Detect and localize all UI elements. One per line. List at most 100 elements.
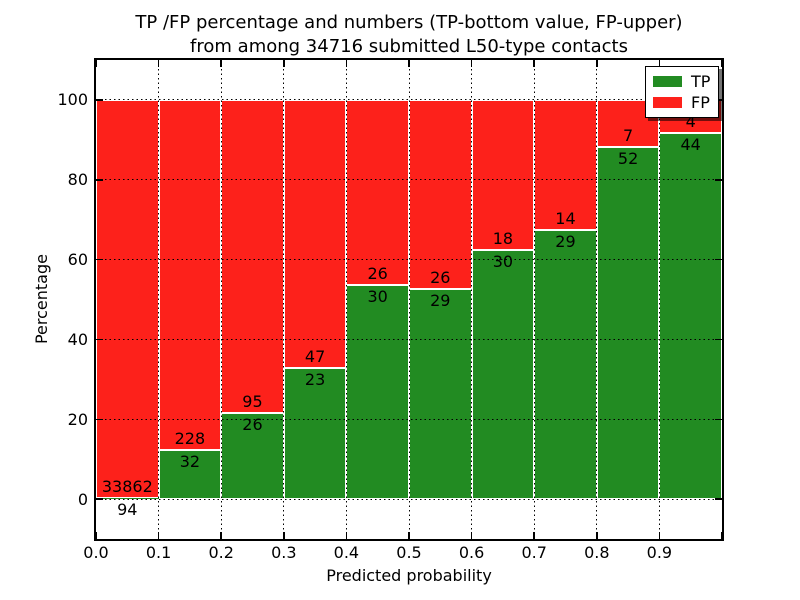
y-gridline [96,418,722,420]
x-tick [721,60,723,67]
x-tick-label: 0.1 [145,543,172,562]
fp-legend-label: FP [691,92,710,112]
y-tick [96,498,103,500]
chart-title-line1: TP /FP percentage and numbers (TP-bottom… [135,12,683,33]
fp-bar-segment [346,99,409,286]
x-axis-label: Predicted probability [326,566,492,585]
tp-count-label: 26 [242,415,263,435]
x-tick [95,60,97,67]
y-axis-label: Percentage [32,254,51,345]
y-tick [715,498,722,500]
y-tick-label: 0 [77,489,88,509]
chart-title: TP /FP percentage and numbers (TP-bottom… [18,11,800,59]
y-tick [96,99,103,101]
legend-row-tp: TP [653,71,710,92]
y-tick [96,179,103,181]
x-tick [596,60,598,67]
x-tick-label: 0.3 [271,543,297,562]
x-tick [157,60,160,67]
tp-bar-segment [471,249,535,500]
x-tick [157,532,160,539]
tp-bar-segment [534,229,597,500]
tp-count-label: 30 [367,287,388,307]
x-tick [283,532,285,539]
fp-count-label: 228 [174,428,206,448]
y-tick [96,418,103,420]
fp-bar-segment [471,99,535,250]
x-tick [658,532,661,539]
x-tick-label: 0.4 [333,543,360,562]
x-tick [533,60,535,67]
tp-bar-segment [596,147,660,500]
x-gridline [533,60,535,539]
x-tick [721,532,723,539]
x-tick [470,60,473,67]
y-gridline [96,498,722,500]
tp-legend-swatch [653,76,682,87]
x-tick-label: 0.8 [584,543,610,562]
x-tick [345,60,348,67]
y-tick [715,179,722,181]
x-gridline [596,60,598,539]
tp-bar-segment [96,497,159,500]
chart-title-line2: from among 34716 submitted L50-type cont… [190,36,628,57]
x-tick-label: 0.7 [521,543,547,562]
y-gridline [96,99,722,101]
x-tick-label: 0.9 [646,543,673,562]
tp-bar-segment [221,413,284,500]
fp-count-label: 4 [685,112,696,132]
y-tick-label: 100 [57,90,88,110]
y-tick [715,258,722,261]
fp-count-label: 14 [555,208,576,228]
x-tick-label: 0.5 [396,543,422,562]
fp-bar-segment [96,99,159,498]
fp-count-label: 33862 [101,476,153,496]
fp-count-label: 7 [623,126,634,146]
fp-bar-segment [221,99,284,414]
x-tick [95,532,97,539]
fp-count-label: 18 [492,228,514,248]
y-gridline [96,338,722,340]
x-gridline [220,60,222,539]
x-gridline [345,60,347,539]
x-tick [283,60,285,67]
y-tick-label: 80 [67,170,88,190]
tp-legend-label: TP [691,71,711,91]
x-gridline [471,60,473,539]
plot-area: 33862 94 228 32 95 26 47 23 26 30 26 29 18 30 14 29 7 52 4… [94,58,724,541]
tp-bar-segment [346,285,409,500]
legend: TP FP [645,66,720,118]
y-tick-label: 60 [67,250,88,270]
x-gridline [158,60,160,539]
tp-count-label: 44 [680,135,701,155]
fp-count-label: 26 [430,267,451,287]
x-tick [658,60,661,67]
y-tick-label: 40 [67,329,88,349]
y-tick [96,338,103,341]
x-tick [533,532,535,539]
x-gridline [658,60,660,539]
fp-legend-swatch [653,97,682,108]
x-tick-label: 0.0 [83,543,109,562]
fp-count-label: 47 [304,346,326,366]
x-tick-label: 0.6 [458,543,485,562]
fp-bar-segment [158,99,222,450]
x-gridline [283,60,285,539]
y-tick [715,338,722,341]
y-gridline [96,259,722,261]
fp-bar-segment [283,99,347,368]
x-tick [408,532,410,539]
x-tick [220,60,222,67]
x-tick [596,532,598,539]
tp-count-label: 23 [304,369,326,389]
tp-bar-segment [659,133,722,500]
tp-count-label: 94 [117,499,138,519]
x-tick-label: 0.2 [208,543,234,562]
tp-bar-segment [409,288,472,500]
tp-count-label: 52 [617,149,639,169]
x-tick [345,532,348,539]
tp-count-label: 29 [555,231,576,251]
x-tick [408,60,410,67]
tp-count-label: 32 [179,451,201,471]
